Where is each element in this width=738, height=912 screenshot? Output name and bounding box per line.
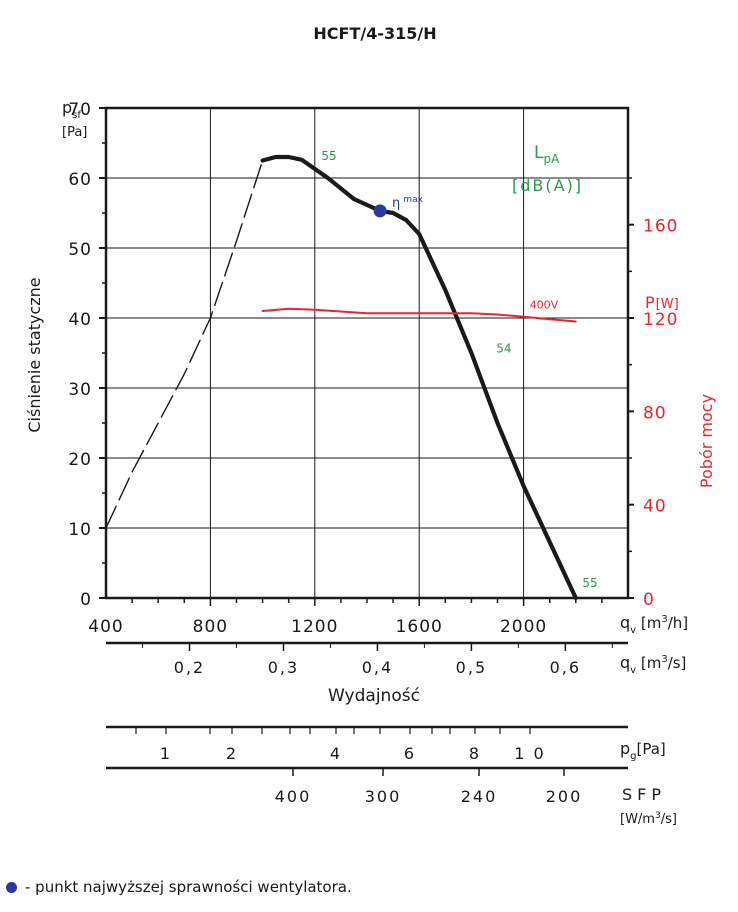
y-right-tick-label: 40 [643,497,667,517]
x-m3s-tick-label: 0,6 [550,658,581,677]
sound-label-unit: [dB(A)] [512,176,583,195]
sfp-symbol: SFP [622,785,666,804]
x-m3h-tick-label: 800 [193,617,228,637]
y-left-tick-label: 50 [68,240,92,260]
y-left-tick-label: 10 [68,520,92,540]
pg-tick-label: 1 0 [514,744,545,763]
pg-unit: pg[Pa] [620,739,666,762]
x-m3s-tick-label: 0,3 [268,658,299,677]
sound-level-label: 55 [582,576,597,590]
y-right-tick-label: 120 [643,310,678,330]
y-left-unit: [Pa] [62,125,87,140]
labels-layer: η max400V555455LpA[dB(A)]HCFT/4-315/H0102… [25,24,716,827]
y-left-axis-label: Ciśnienie statyczne [25,277,44,432]
pg-tick-label: 1 [160,744,172,763]
x-m3h-unit: qv [m3/h] [620,613,688,636]
x-m3s-tick-label: 0,2 [174,658,205,677]
y-left-tick-label: 40 [68,310,92,330]
pg-tick-label: 8 [469,744,481,763]
y-left-tick-label: 0 [80,590,92,610]
x-m3h-tick-label: 1200 [291,617,338,637]
series-400v [261,307,577,323]
voltage-annotation: 400V [530,299,559,312]
legend: - punkt najwyższej sprawności wentylator… [6,878,352,896]
y-right-tick-label: 160 [643,217,678,237]
x-m3h-tick-label: 2000 [500,617,547,637]
series-ci-nienie-statyczne-stable- [260,154,578,601]
x-m3s-tick-label: 0,5 [456,658,487,677]
pg-tick-label: 6 [404,744,416,763]
sfp-unit: [W/m3/s] [620,811,677,827]
y-right-tick-label: 0 [643,590,655,610]
efficiency-point-marker [373,204,387,218]
pg-tick-label: 2 [226,744,238,763]
sfp-tick-label: 200 [546,787,583,806]
chart-title: HCFT/4-315/H [313,24,436,43]
x-axis-label: Wydajność [328,686,420,706]
series-ci-nienie-statyczne-unstable- [105,159,264,529]
series-layer [105,154,578,601]
efficiency-point-icon [6,881,17,893]
y-right-axis-label: Pobór mocy [697,394,716,488]
y-left-tick-label: 60 [68,170,92,190]
axes-layer [99,107,634,776]
x-m3s-tick-label: 0,4 [362,658,393,677]
legend-text: - punkt najwyższej sprawności wentylator… [25,878,352,896]
pg-tick-label: 4 [330,744,342,763]
sound-label-lpa: LpA [534,143,560,166]
sfp-tick-label: 300 [365,787,402,806]
y-left-symbol: psf [62,98,81,121]
sfp-tick-label: 240 [461,787,498,806]
y-left-tick-label: 70 [68,100,92,120]
y-left-tick-label: 20 [68,450,92,470]
sfp-tick-label: 400 [275,787,312,806]
y-right-tick-label: 80 [643,403,667,423]
y-right-symbol: P[W] [645,293,679,312]
x-m3h-tick-label: 1600 [396,617,443,637]
x-m3s-unit: qv [m3/s] [620,653,686,676]
sound-level-label: 54 [496,342,511,356]
x-m3h-tick-label: 400 [88,617,123,637]
y-left-tick-label: 30 [68,380,92,400]
efficiency-point-label: η max [392,195,424,211]
sound-level-label: 55 [321,149,336,163]
